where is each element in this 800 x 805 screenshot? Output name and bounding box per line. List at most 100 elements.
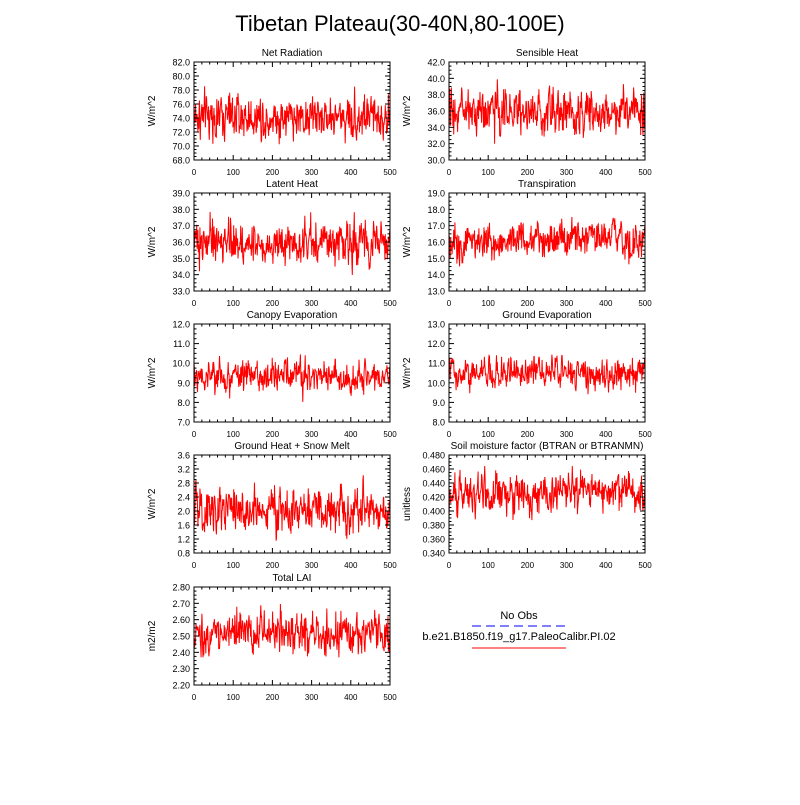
x-tick-label: 300 xyxy=(560,561,574,570)
y-tick-label: 40.0 xyxy=(427,74,445,84)
y-tick-label: 2.60 xyxy=(172,615,190,625)
x-tick-label: 400 xyxy=(344,299,358,308)
x-tick-label: 300 xyxy=(560,168,574,177)
y-axis-label: m2/m2 xyxy=(147,620,158,651)
x-tick-label: 0 xyxy=(447,430,452,439)
y-tick-label: 2.30 xyxy=(172,664,190,674)
panel-title: Soil moisture factor (BTRAN or BTRANMN) xyxy=(451,441,644,452)
y-tick-label: 1.6 xyxy=(177,521,190,531)
x-tick-label: 0 xyxy=(447,299,452,308)
y-tick-label: 35.0 xyxy=(172,254,190,264)
x-tick-label: 100 xyxy=(227,430,241,439)
panel-title: Ground Heat + Snow Melt xyxy=(234,441,350,452)
series-line xyxy=(193,475,391,541)
panel-latent-heat: Latent Heat W/m^2 0 100 200 300 400 500 33.0 34.0… xyxy=(147,179,397,308)
x-tick-label: 300 xyxy=(305,693,319,702)
y-axis-label: W/m^2 xyxy=(402,226,413,257)
x-tick-label: 0 xyxy=(192,693,197,702)
panel-transpiration: Transpiration W/m^2 0 100 200 300 400 500 13.0 14… xyxy=(402,179,652,308)
legend: No Obs b.e21.B1850.f19_g17.PaleoCalibr.P… xyxy=(422,610,616,649)
x-tick-label: 100 xyxy=(227,693,241,702)
x-tick-label: 200 xyxy=(521,168,535,177)
x-tick-label: 500 xyxy=(638,168,652,177)
y-tick-label: 70.0 xyxy=(172,142,190,152)
y-tick-label: 0.380 xyxy=(422,521,445,531)
y-tick-label: 80.0 xyxy=(172,72,190,82)
series-line xyxy=(448,353,646,395)
x-tick-label: 500 xyxy=(638,561,652,570)
panel-soil-moisture-factor-btran-or-btranmn: Soil moisture factor (BTRAN or BTRANMN) u… xyxy=(402,441,652,570)
panel-sensible-heat: Sensible Heat W/m^2 0 100 200 300 400 500 30.0 32… xyxy=(402,48,652,177)
y-axis-label: W/m^2 xyxy=(147,488,158,519)
x-tick-label: 100 xyxy=(227,168,241,177)
y-axis-label: W/m^2 xyxy=(147,226,158,257)
x-tick-label: 100 xyxy=(227,299,241,308)
x-tick-label: 400 xyxy=(344,168,358,177)
panel-title: Total LAI xyxy=(273,573,312,584)
legend-label-no-obs: No Obs xyxy=(500,610,538,622)
x-tick-label: 400 xyxy=(344,430,358,439)
y-tick-label: 42.0 xyxy=(427,58,445,68)
panel-title: Sensible Heat xyxy=(516,48,578,59)
x-tick-label: 100 xyxy=(482,299,496,308)
y-tick-label: 0.340 xyxy=(422,549,445,559)
y-tick-label: 2.20 xyxy=(172,681,190,691)
y-tick-label: 76.0 xyxy=(172,100,190,110)
x-tick-label: 300 xyxy=(305,561,319,570)
x-tick-label: 100 xyxy=(482,430,496,439)
x-tick-label: 300 xyxy=(560,299,574,308)
y-tick-label: 36.0 xyxy=(172,238,190,248)
x-tick-label: 400 xyxy=(599,168,613,177)
y-tick-label: 7.0 xyxy=(177,418,190,428)
y-tick-label: 0.8 xyxy=(177,549,190,559)
y-tick-label: 2.8 xyxy=(177,479,190,489)
y-tick-label: 1.2 xyxy=(177,535,190,545)
x-tick-label: 500 xyxy=(638,430,652,439)
x-tick-label: 500 xyxy=(383,693,397,702)
y-tick-label: 68.0 xyxy=(172,156,190,166)
x-tick-label: 200 xyxy=(521,561,535,570)
y-tick-label: 3.2 xyxy=(177,465,190,475)
x-tick-label: 200 xyxy=(266,299,280,308)
y-tick-label: 12.0 xyxy=(172,320,190,330)
y-tick-label: 2.40 xyxy=(172,648,190,658)
x-tick-label: 500 xyxy=(383,561,397,570)
x-tick-label: 400 xyxy=(599,430,613,439)
y-tick-label: 72.0 xyxy=(172,128,190,138)
x-tick-label: 100 xyxy=(227,561,241,570)
x-tick-label: 500 xyxy=(638,299,652,308)
y-tick-label: 10.0 xyxy=(172,359,190,369)
y-tick-label: 3.6 xyxy=(177,451,190,461)
y-tick-label: 19.0 xyxy=(427,189,445,199)
y-tick-label: 17.0 xyxy=(427,221,445,231)
y-tick-label: 15.0 xyxy=(427,254,445,264)
x-tick-label: 100 xyxy=(482,561,496,570)
y-tick-label: 8.0 xyxy=(432,418,445,428)
panels: Net Radiation W/m^2 0 100 200 300 400 500 68.0 70… xyxy=(147,48,652,702)
panel-title: Transpiration xyxy=(518,179,576,190)
y-tick-label: 16.0 xyxy=(427,238,445,248)
y-tick-label: 2.80 xyxy=(172,583,190,593)
x-tick-label: 200 xyxy=(521,430,535,439)
y-axis-label: W/m^2 xyxy=(147,95,158,126)
y-tick-label: 38.0 xyxy=(427,90,445,100)
y-tick-label: 34.0 xyxy=(172,270,190,280)
y-tick-label: 36.0 xyxy=(427,107,445,117)
series-line xyxy=(193,354,391,403)
x-tick-label: 0 xyxy=(192,430,197,439)
series-line xyxy=(448,216,646,267)
y-tick-label: 0.360 xyxy=(422,535,445,545)
legend-label-model: b.e21.B1850.f19_g17.PaleoCalibr.PI.02 xyxy=(422,631,615,643)
figure-title: Tibetan Plateau(30-40N,80-100E) xyxy=(235,11,564,36)
y-tick-label: 0.420 xyxy=(422,493,445,503)
y-tick-label: 14.0 xyxy=(427,270,445,280)
x-tick-label: 300 xyxy=(305,299,319,308)
x-tick-label: 400 xyxy=(344,561,358,570)
series-line xyxy=(448,465,646,521)
y-tick-label: 2.0 xyxy=(177,507,190,517)
y-tick-label: 11.0 xyxy=(173,339,190,349)
y-axis-label: W/m^2 xyxy=(147,357,158,388)
y-tick-label: 0.400 xyxy=(422,507,445,517)
y-tick-label: 18.0 xyxy=(427,205,445,215)
x-tick-label: 200 xyxy=(521,299,535,308)
